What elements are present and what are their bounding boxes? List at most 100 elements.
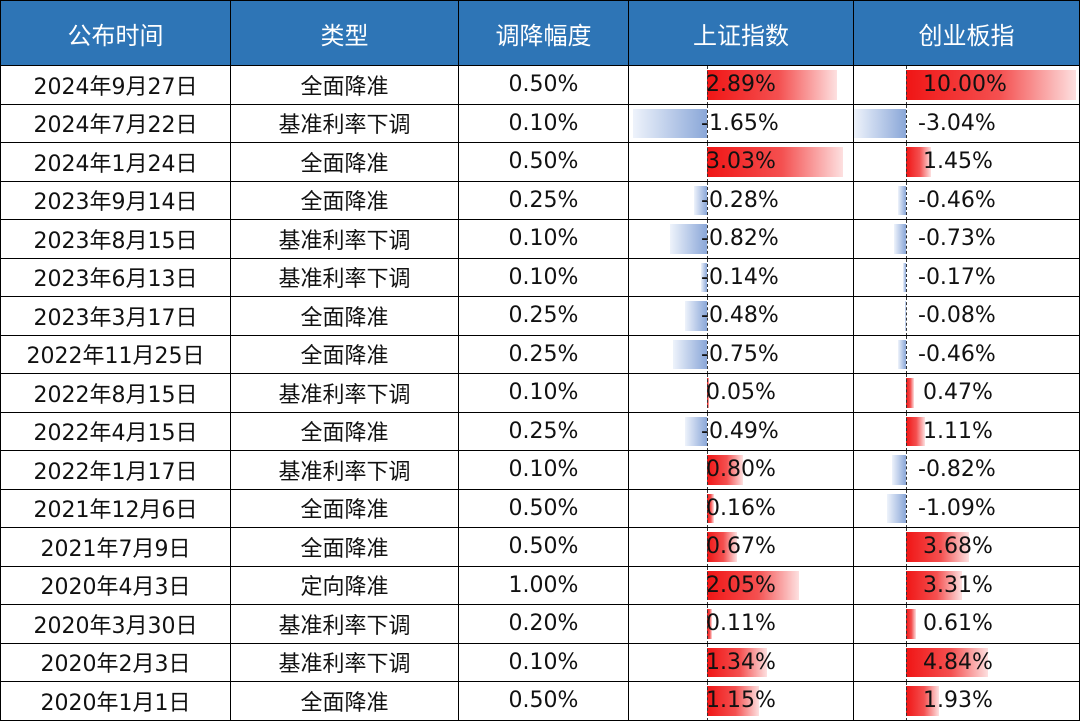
- table-row: 2020年1月1日 全面降准 0.50% 1.15% 1.93%: [0, 681, 1080, 721]
- type-cell: 基准利率下调: [230, 450, 459, 490]
- negative-bar: [903, 262, 906, 292]
- shanghai-cell: -0.14%: [628, 257, 854, 297]
- cut-cell: 0.50%: [458, 681, 629, 721]
- zero-axis-line: [707, 181, 708, 219]
- type-cell: 全面降准: [230, 180, 459, 220]
- type-cell: 全面降准: [230, 296, 459, 336]
- value-label: -0.46%: [918, 341, 996, 367]
- positive-bar: [906, 416, 925, 446]
- type-cell: 基准利率下调: [230, 219, 459, 259]
- zero-axis-line: [906, 528, 907, 566]
- negative-bar: [670, 224, 707, 254]
- cut-cell: 0.25%: [458, 411, 629, 451]
- header-date: 公布时间: [0, 0, 231, 66]
- cut-cell: 0.10%: [458, 642, 629, 682]
- type-cell: 全面降准: [230, 527, 459, 567]
- type-cell: 基准利率下调: [230, 103, 459, 143]
- positive-bar: [707, 647, 768, 677]
- table-row: 2023年3月17日 全面降准 0.25% -0.48% -0.08%: [0, 296, 1080, 336]
- value-label: 3.03%: [706, 149, 776, 175]
- value-label: -0.82%: [918, 457, 996, 483]
- positive-bar: [707, 609, 712, 639]
- chinext-cell: -0.46%: [853, 334, 1080, 374]
- chinext-cell: -1.09%: [853, 488, 1080, 528]
- shanghai-cell: -0.28%: [628, 180, 854, 220]
- zero-axis-line: [906, 143, 907, 181]
- zero-axis-line: [906, 682, 907, 720]
- zero-axis-line: [707, 605, 708, 643]
- cut-cell: 1.00%: [458, 565, 629, 605]
- date-cell: 2024年1月24日: [0, 142, 231, 182]
- cut-cell: 0.20%: [458, 604, 629, 644]
- shanghai-cell: 1.34%: [628, 642, 854, 682]
- type-cell: 基准利率下调: [230, 604, 459, 644]
- chinext-cell: -0.46%: [853, 180, 1080, 220]
- cut-cell: 0.10%: [458, 103, 629, 143]
- table-row: 2022年1月17日 基准利率下调 0.10% 0.80% -0.82%: [0, 450, 1080, 490]
- chinext-cell: -3.04%: [853, 103, 1080, 143]
- value-label: 1.11%: [923, 418, 993, 444]
- negative-bar: [904, 301, 906, 331]
- date-cell: 2022年8月15日: [0, 373, 231, 413]
- cut-cell: 0.10%: [458, 373, 629, 413]
- type-cell: 全面降准: [230, 488, 459, 528]
- zero-axis-line: [707, 335, 708, 373]
- value-label: 2.05%: [706, 572, 776, 598]
- value-label: 3.31%: [923, 572, 993, 598]
- table-row: 2024年9月27日 全面降准 0.50% 2.89% 10.00%: [0, 65, 1080, 105]
- negative-bar: [694, 185, 707, 215]
- date-cell: 2024年9月27日: [0, 65, 231, 105]
- value-label: 0.80%: [706, 457, 776, 483]
- zero-axis-line: [906, 451, 907, 489]
- chinext-cell: -0.08%: [853, 296, 1080, 336]
- value-label: -0.49%: [701, 418, 779, 444]
- positive-bar: [906, 378, 914, 408]
- value-label: -0.46%: [918, 187, 996, 213]
- zero-axis-line: [906, 181, 907, 219]
- zero-axis-line: [906, 297, 907, 335]
- zero-axis-line: [906, 566, 907, 604]
- shanghai-cell: -0.82%: [628, 219, 854, 259]
- date-cell: 2021年7月9日: [0, 527, 231, 567]
- cut-cell: 0.50%: [458, 142, 629, 182]
- shanghai-cell: -0.49%: [628, 411, 854, 451]
- chinext-cell: 4.84%: [853, 642, 1080, 682]
- table-row: 2023年6月13日 基准利率下调 0.10% -0.14% -0.17%: [0, 257, 1080, 297]
- positive-bar: [906, 570, 963, 600]
- shanghai-cell: -0.75%: [628, 334, 854, 374]
- value-label: 1.15%: [706, 688, 776, 714]
- zero-axis-line: [707, 682, 708, 720]
- negative-bar: [632, 108, 707, 138]
- value-label: -0.14%: [701, 264, 779, 290]
- date-cell: 2023年3月17日: [0, 296, 231, 336]
- positive-bar: [707, 455, 743, 485]
- negative-bar: [898, 185, 906, 215]
- zero-axis-line: [707, 528, 708, 566]
- header-row: 公布时间 类型 调降幅度 上证指数 创业板指: [0, 0, 1080, 66]
- shanghai-cell: -0.48%: [628, 296, 854, 336]
- shanghai-cell: -1.65%: [628, 103, 854, 143]
- date-cell: 2023年8月15日: [0, 219, 231, 259]
- positive-bar: [707, 532, 738, 562]
- value-label: -0.48%: [701, 303, 779, 329]
- chinext-cell: 3.68%: [853, 527, 1080, 567]
- positive-bar: [906, 147, 931, 177]
- zero-axis-line: [707, 258, 708, 296]
- date-cell: 2020年4月3日: [0, 565, 231, 605]
- value-label: -3.04%: [918, 110, 996, 136]
- shanghai-cell: 0.05%: [628, 373, 854, 413]
- shanghai-cell: 3.03%: [628, 142, 854, 182]
- table-row: 2022年4月15日 全面降准 0.25% -0.49% 1.11%: [0, 411, 1080, 451]
- negative-bar: [898, 339, 906, 369]
- table-row: 2020年2月3日 基准利率下调 0.10% 1.34% 4.84%: [0, 642, 1080, 682]
- date-cell: 2020年1月1日: [0, 681, 231, 721]
- shanghai-cell: 0.80%: [628, 450, 854, 490]
- table-row: 2020年4月3日 定向降准 1.00% 2.05% 3.31%: [0, 565, 1080, 605]
- header-chinext: 创业板指: [853, 0, 1080, 66]
- table-row: 2020年3月30日 基准利率下调 0.20% 0.11% 0.61%: [0, 604, 1080, 644]
- zero-axis-line: [906, 104, 907, 142]
- zero-axis-line: [707, 104, 708, 142]
- positive-bar: [906, 609, 917, 639]
- shanghai-cell: 0.11%: [628, 604, 854, 644]
- type-cell: 全面降准: [230, 681, 459, 721]
